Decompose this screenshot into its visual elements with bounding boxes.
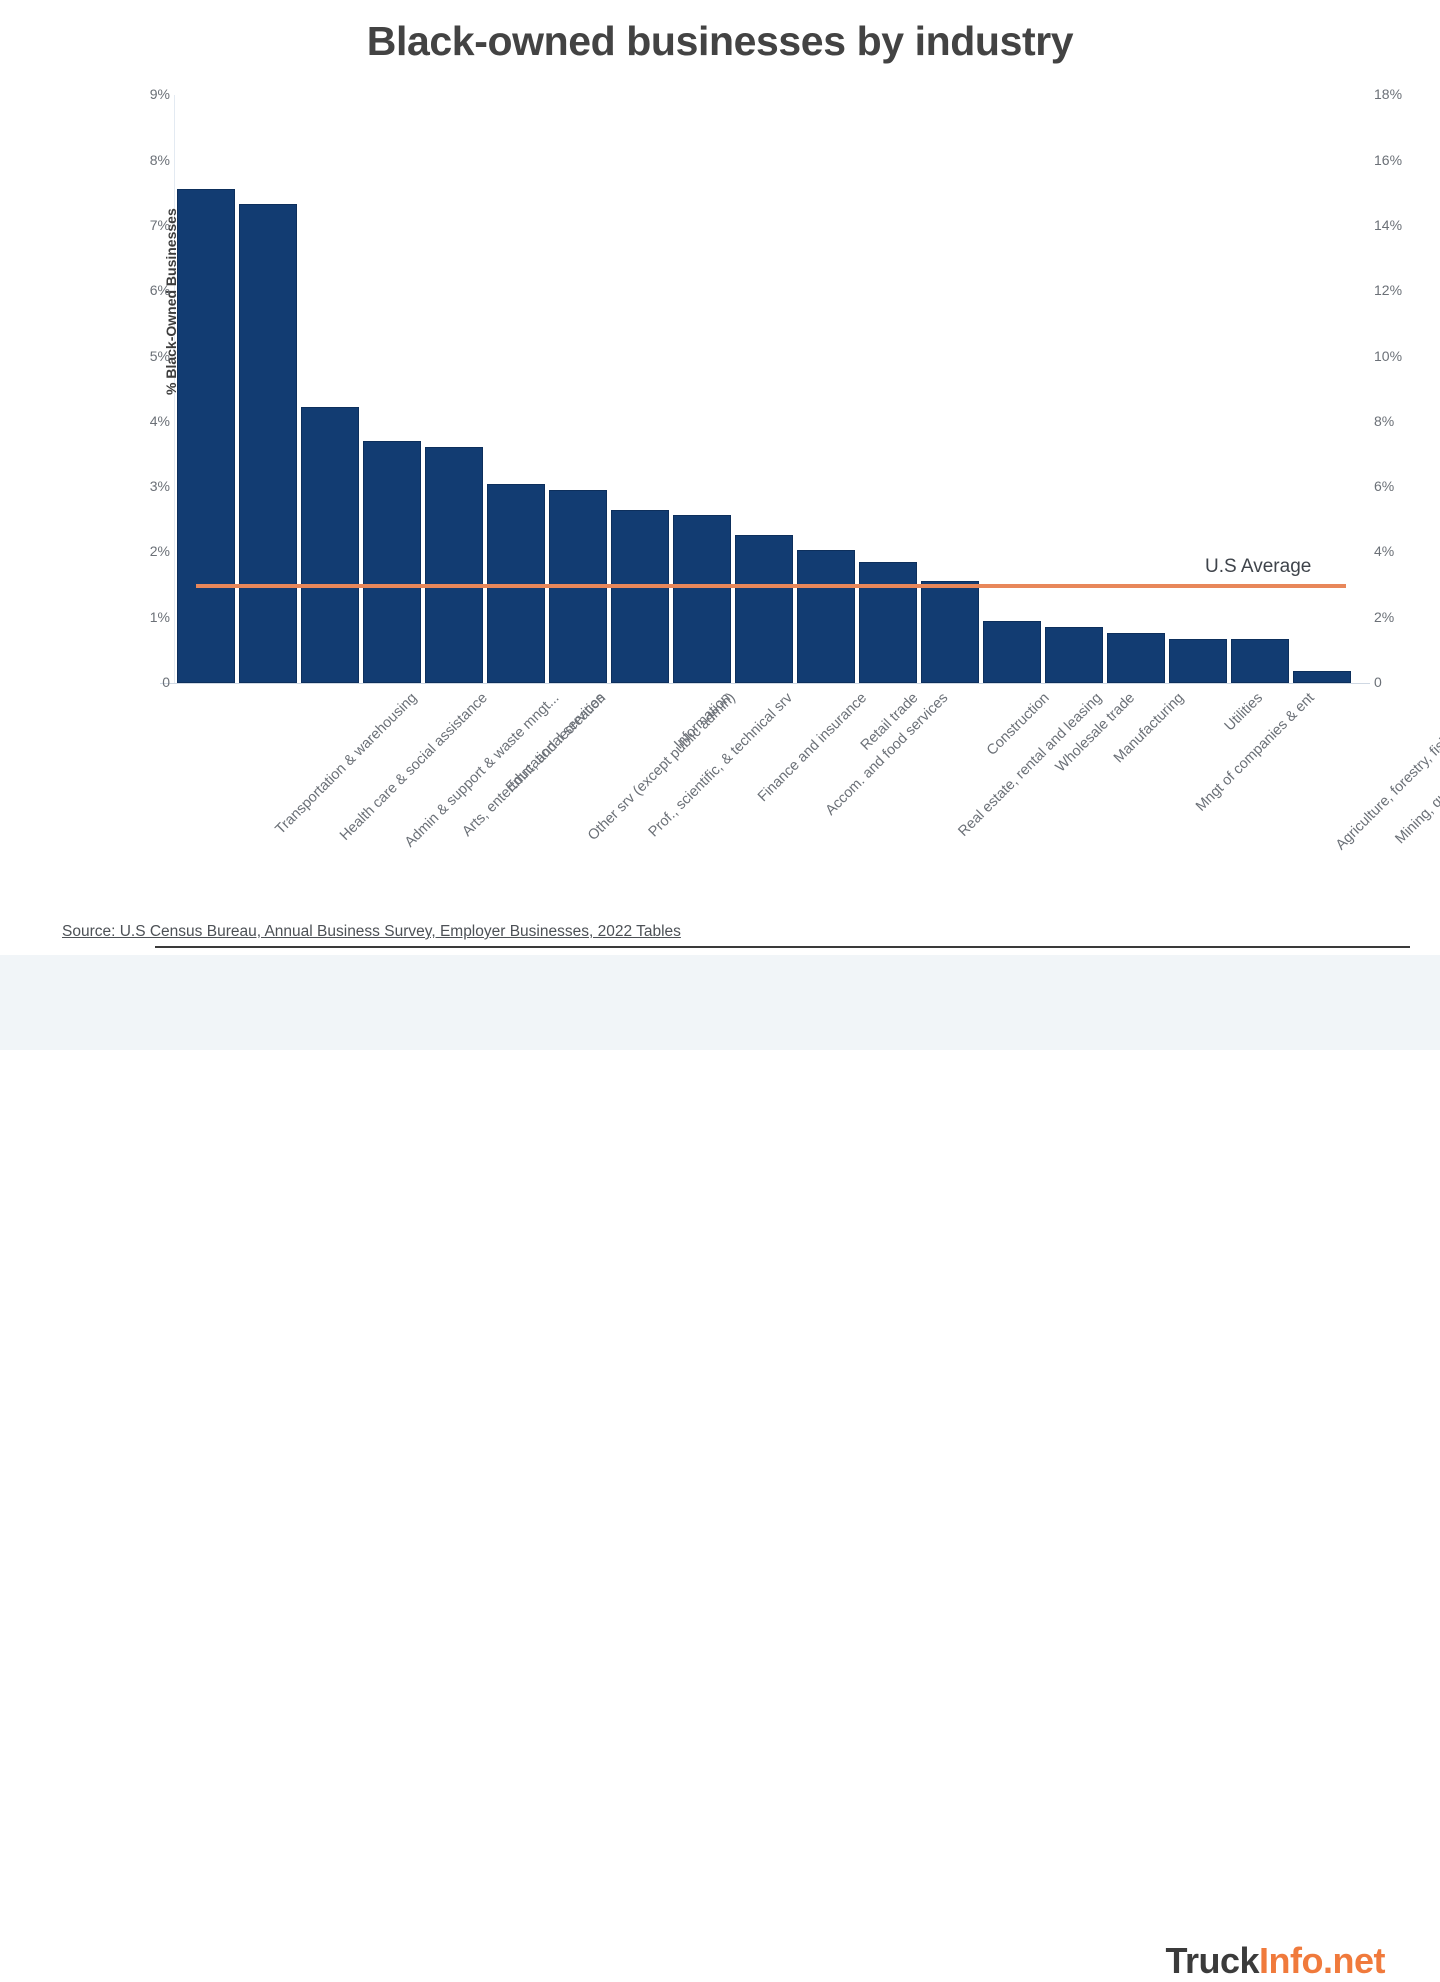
right-axis-tick: 16%	[1374, 151, 1403, 168]
bar[interactable]	[239, 204, 297, 683]
bar-slot	[547, 95, 609, 683]
brand-logo: TruckInfo.net	[1165, 1940, 1385, 1982]
right-axis-tick: 18%	[1374, 86, 1403, 103]
bar[interactable]	[1107, 632, 1165, 683]
left-axis-tick: 6%	[149, 282, 170, 299]
us-average-label: U.S Average	[1205, 556, 1312, 577]
left-axis-line	[174, 95, 175, 684]
bar[interactable]	[1169, 638, 1227, 683]
bar-slot	[237, 95, 299, 683]
bar-slot	[795, 95, 857, 683]
right-axis-tick: 12%	[1374, 282, 1403, 299]
bar[interactable]	[859, 562, 917, 683]
right-axis-tick: 10%	[1374, 347, 1403, 364]
right-axis-tick: 8%	[1374, 412, 1395, 429]
left-axis-tick: 4%	[149, 412, 170, 429]
bar-slot	[1229, 95, 1291, 683]
left-axis-tick: 8%	[149, 151, 170, 168]
bar[interactable]	[487, 483, 545, 683]
x-axis-label: Transportation & warehousing	[272, 690, 421, 838]
right-axis-tick: 14%	[1374, 216, 1403, 233]
footer-divider	[155, 946, 1410, 948]
bar[interactable]	[1293, 671, 1351, 683]
bar[interactable]	[363, 440, 421, 683]
bar[interactable]	[673, 515, 731, 683]
plot-area: % Black-Owned Businesses	[163, 95, 1353, 683]
left-axis-tick: 3%	[149, 478, 170, 495]
bar-slot	[423, 95, 485, 683]
x-axis-label: Utilities	[1221, 690, 1267, 735]
left-axis-tick: 5%	[149, 347, 170, 364]
page-title: Black-owned businesses by industry	[366, 18, 1074, 64]
bar-slot	[1167, 95, 1229, 683]
bar[interactable]	[301, 407, 359, 683]
bar[interactable]	[425, 446, 483, 683]
bar[interactable]	[1045, 626, 1103, 683]
bar-slot	[361, 95, 423, 683]
brand-logo-secondary: Info.net	[1259, 1940, 1385, 1981]
left-axis-tick: 0	[162, 674, 170, 690]
footer-band: TruckInfo.net	[0, 955, 1440, 1981]
brand-logo-primary: Truck	[1165, 1940, 1260, 1981]
bar-slot	[175, 95, 237, 683]
left-axis-tick: 9%	[149, 86, 170, 103]
bar-slot	[857, 95, 919, 683]
bar-slot	[1105, 95, 1167, 683]
source-note: Source: U.S Census Bureau, Annual Busine…	[62, 923, 681, 940]
bar[interactable]	[1231, 638, 1289, 683]
bar-slot	[671, 95, 733, 683]
bar[interactable]	[735, 535, 793, 683]
x-axis-label: Information	[671, 690, 734, 753]
left-axis-tick: 2%	[149, 543, 170, 560]
bar[interactable]	[797, 549, 855, 683]
left-axis-tick: 7%	[149, 216, 170, 233]
bar[interactable]	[921, 581, 979, 683]
us-average-reference-line	[196, 583, 1346, 588]
right-axis-tick: 6%	[1374, 478, 1395, 495]
right-axis-tick: 0	[1374, 674, 1382, 690]
chart-page: Black-owned businesses by industry % Bla…	[0, 18, 1440, 1981]
bar[interactable]	[611, 509, 669, 683]
bar-slot	[1043, 95, 1105, 683]
bar-slot	[299, 95, 361, 683]
x-axis-label: Agriculture, forestry, fishing and...	[1332, 690, 1440, 854]
bar-slot	[1291, 95, 1353, 683]
bar-slot	[485, 95, 547, 683]
bar-slot	[919, 95, 981, 683]
bar[interactable]	[983, 620, 1041, 683]
left-axis-tick: 1%	[149, 608, 170, 625]
bar-slot	[981, 95, 1043, 683]
bar[interactable]	[177, 188, 235, 683]
bar-slot	[609, 95, 671, 683]
right-axis-tick: 2%	[1374, 608, 1395, 625]
x-axis-category-labels: Transportation & warehousing Health care …	[0, 690, 1440, 910]
bar-slot	[733, 95, 795, 683]
x-axis-baseline	[160, 683, 1370, 684]
right-axis-tick: 4%	[1374, 543, 1395, 560]
bar-series	[175, 95, 1353, 683]
